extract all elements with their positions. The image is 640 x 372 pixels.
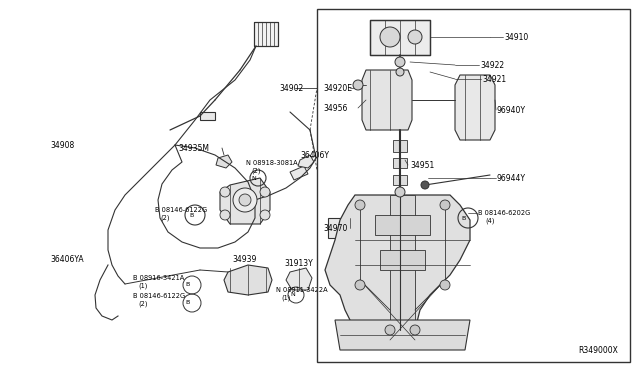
Circle shape [220, 210, 230, 220]
Polygon shape [393, 158, 407, 168]
Text: (2): (2) [160, 215, 170, 221]
Circle shape [395, 187, 405, 197]
Text: 34922: 34922 [480, 61, 504, 70]
Polygon shape [335, 320, 470, 350]
Text: B: B [462, 215, 466, 221]
Text: 36406Y: 36406Y [300, 151, 329, 160]
Text: B 08146-6122G: B 08146-6122G [133, 293, 185, 299]
Text: 34951: 34951 [410, 160, 435, 170]
Polygon shape [370, 20, 430, 55]
Circle shape [410, 325, 420, 335]
Text: N 08911-3422A: N 08911-3422A [276, 287, 328, 293]
Circle shape [440, 280, 450, 290]
Polygon shape [286, 268, 312, 290]
Text: B: B [186, 301, 190, 305]
Text: (1): (1) [282, 295, 291, 301]
Text: 96940Y: 96940Y [497, 106, 526, 115]
Circle shape [355, 200, 365, 210]
Text: (2): (2) [138, 301, 148, 307]
Polygon shape [298, 155, 314, 168]
Circle shape [220, 187, 230, 197]
Text: B 08146-6202G: B 08146-6202G [478, 210, 531, 216]
Text: (1): (1) [138, 283, 148, 289]
Circle shape [380, 27, 400, 47]
Text: 96944Y: 96944Y [497, 173, 526, 183]
Polygon shape [362, 70, 412, 130]
Circle shape [239, 194, 251, 206]
Text: N 08918-3081A: N 08918-3081A [246, 160, 298, 166]
Circle shape [395, 57, 405, 67]
Bar [317, 9, 630, 362]
Text: 34908: 34908 [50, 141, 74, 150]
Text: 34935M: 34935M [178, 144, 209, 153]
Text: 34910: 34910 [504, 32, 528, 42]
Circle shape [440, 200, 450, 210]
Polygon shape [216, 155, 232, 168]
Polygon shape [325, 195, 470, 340]
Polygon shape [455, 75, 495, 140]
Polygon shape [200, 112, 215, 120]
Text: 34956: 34956 [323, 103, 348, 112]
Circle shape [408, 30, 422, 44]
Text: N: N [252, 176, 257, 180]
Polygon shape [375, 215, 430, 235]
Circle shape [260, 210, 270, 220]
Text: 36406YA: 36406YA [50, 256, 84, 264]
Polygon shape [390, 195, 415, 330]
Text: 31913Y: 31913Y [284, 260, 313, 269]
Circle shape [396, 68, 404, 76]
Circle shape [385, 325, 395, 335]
Polygon shape [393, 140, 407, 152]
Circle shape [233, 188, 257, 212]
Circle shape [421, 181, 429, 189]
Polygon shape [328, 218, 350, 238]
Text: B 08916-3421A: B 08916-3421A [133, 275, 184, 281]
Polygon shape [290, 166, 308, 180]
Polygon shape [393, 175, 407, 185]
Text: B: B [189, 212, 193, 218]
Polygon shape [254, 22, 278, 46]
Text: 34970: 34970 [323, 224, 348, 232]
Text: R349000X: R349000X [578, 346, 618, 355]
Text: B: B [186, 282, 190, 288]
Circle shape [355, 280, 365, 290]
Polygon shape [220, 178, 270, 224]
Text: 34902: 34902 [279, 83, 303, 93]
Polygon shape [380, 250, 425, 270]
Circle shape [260, 187, 270, 197]
Text: (2): (2) [252, 168, 260, 174]
Text: B 08146-6122G: B 08146-6122G [155, 207, 207, 213]
Text: (4): (4) [485, 218, 495, 224]
Text: 34920E: 34920E [323, 83, 352, 93]
Text: N: N [291, 292, 296, 298]
Text: 34939: 34939 [232, 256, 257, 264]
Text: 34921: 34921 [482, 74, 506, 83]
Polygon shape [224, 265, 272, 295]
Circle shape [353, 80, 363, 90]
